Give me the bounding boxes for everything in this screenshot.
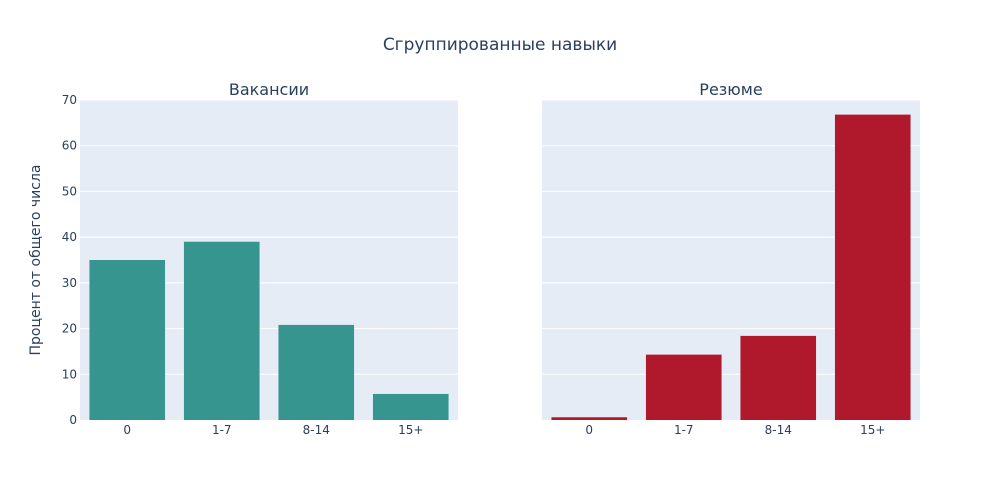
y-tick-label: 70 [62,93,77,107]
x-tick-label: 8-14 [303,423,330,437]
x-ticks-resumes: 0 1-7 8-14 15+ [585,423,885,437]
y-tick-label: 20 [62,322,77,336]
x-tick-label: 1-7 [674,423,694,437]
bar-resumes-0 [551,417,628,420]
x-tick-label: 15+ [860,423,885,437]
y-tick-label: 0 [69,413,77,427]
y-axis-label: Процент от общего числа [28,164,44,355]
y-tick-label: 10 [62,367,77,381]
y-ticks: 0 10 20 30 40 50 60 70 [62,93,77,427]
bar-vacancies-8-14 [278,324,355,420]
x-tick-label: 1-7 [212,423,232,437]
bar-resumes-1-7 [645,354,722,420]
bar-resumes-8-14 [740,335,817,420]
bar-vacancies-15+ [372,393,449,420]
x-tick-label: 8-14 [765,423,792,437]
bars-resumes [551,114,911,420]
x-tick-label: 15+ [398,423,423,437]
y-tick-label: 30 [62,276,77,290]
bar-vacancies-0 [89,260,166,420]
y-tick-label: 40 [62,230,77,244]
panel-vacancies: Вакансии 0 10 20 30 40 50 60 70 0 1-7 8-14 15+ [62,80,458,437]
chart-title: Сгруппированные навыки [383,35,617,55]
y-tick-label: 60 [62,139,77,153]
panel-resumes: Резюме 0 1-7 8-14 15+ [542,80,920,437]
y-tick-label: 50 [62,184,77,198]
bar-vacancies-1-7 [183,241,260,420]
x-tick-label: 0 [123,423,131,437]
subplot-title-vacancies: Вакансии [229,80,309,99]
subplot-title-resumes: Резюме [699,80,762,99]
x-ticks-vacancies: 0 1-7 8-14 15+ [123,423,423,437]
x-tick-label: 0 [585,423,593,437]
bar-resumes-15+ [834,114,911,420]
bars-vacancies [89,241,449,420]
